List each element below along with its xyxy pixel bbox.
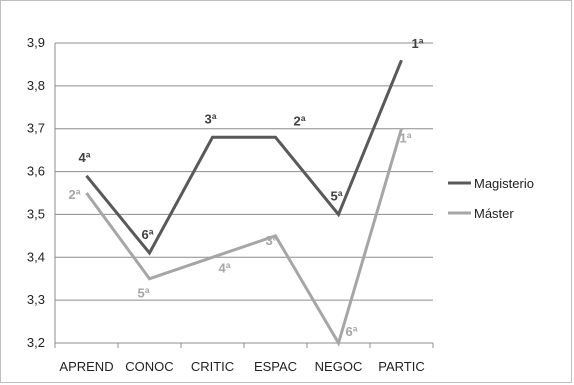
legend-entry: Magisterio: [474, 176, 534, 191]
data-label: 6ª: [141, 227, 153, 242]
series-line-máster: [85, 128, 403, 347]
data-label: 4ª: [218, 260, 230, 275]
data-label: 1ª: [411, 36, 423, 51]
y-tick-label: 3,3: [27, 292, 45, 307]
data-label: 5ª: [137, 286, 149, 301]
series-line-magisterio: [85, 59, 403, 256]
x-tick-label: ESPAC: [254, 359, 297, 374]
x-tick-label: PARTIC: [378, 359, 424, 374]
y-tick-label: 3,7: [27, 121, 45, 136]
y-tick-label: 3,5: [27, 206, 45, 221]
series-group: [85, 59, 403, 347]
data-label: 5ª: [330, 188, 342, 203]
x-tick-label: CONOC: [125, 359, 173, 374]
data-label: 3ª: [265, 233, 277, 248]
data-label: 2ª: [293, 113, 305, 128]
gridlines: [55, 42, 433, 344]
data-label: 1ª: [399, 131, 411, 146]
y-tick-label: 3,8: [27, 78, 45, 93]
x-tick-label: NEGOC: [315, 359, 363, 374]
data-label: 3ª: [204, 111, 216, 126]
y-tick-label: 3,2: [27, 335, 45, 350]
y-axis: 3,2 3,3 3,4 3,5 3,6 3,7 3,8 3,9: [27, 35, 56, 350]
x-axis: APREND CONOC CRITIC ESPAC NEGOC PARTIC: [54, 343, 434, 374]
x-tick-label: APREND: [59, 359, 113, 374]
legend[interactable]: Magisterio Máster: [448, 176, 534, 221]
data-label: 4ª: [78, 150, 90, 165]
y-tick-label: 3,6: [27, 164, 45, 179]
y-tick-label: 3,4: [27, 249, 45, 264]
data-label: 2ª: [68, 187, 80, 202]
legend-entry: Máster: [474, 206, 514, 221]
data-label: 6ª: [345, 324, 357, 339]
x-tick-label: CRITIC: [191, 359, 234, 374]
data-labels: 4ª 6ª 3ª 2ª 5ª 1ª 2ª 5ª 4ª 3ª 6ª 1ª: [68, 36, 423, 339]
y-tick-label: 3,9: [27, 35, 45, 50]
